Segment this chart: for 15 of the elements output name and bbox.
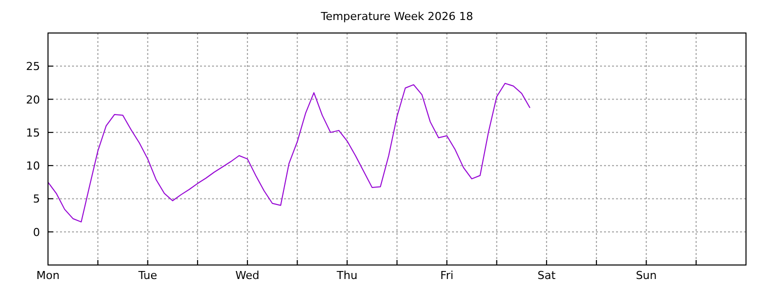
x-tick-label: Wed xyxy=(235,269,260,282)
y-tick-label: 0 xyxy=(33,226,40,239)
y-tick-label: 5 xyxy=(33,192,40,206)
y-tick-label: 15 xyxy=(26,126,40,140)
x-tick-label: Thu xyxy=(336,269,358,282)
y-tick-label: 10 xyxy=(26,160,40,173)
x-tick-label: Tue xyxy=(137,269,158,282)
line-series xyxy=(48,82,530,222)
chart-title: Temperature Week 2026 18 xyxy=(320,10,474,23)
x-tick-label: Sat xyxy=(538,269,556,282)
x-tick-label: Sun xyxy=(636,269,657,282)
x-tick-label: Mon xyxy=(36,269,60,282)
y-tick-label: 20 xyxy=(26,93,40,106)
y-tick-label: 25 xyxy=(26,60,40,74)
x-tick-label: Fri xyxy=(440,269,454,282)
